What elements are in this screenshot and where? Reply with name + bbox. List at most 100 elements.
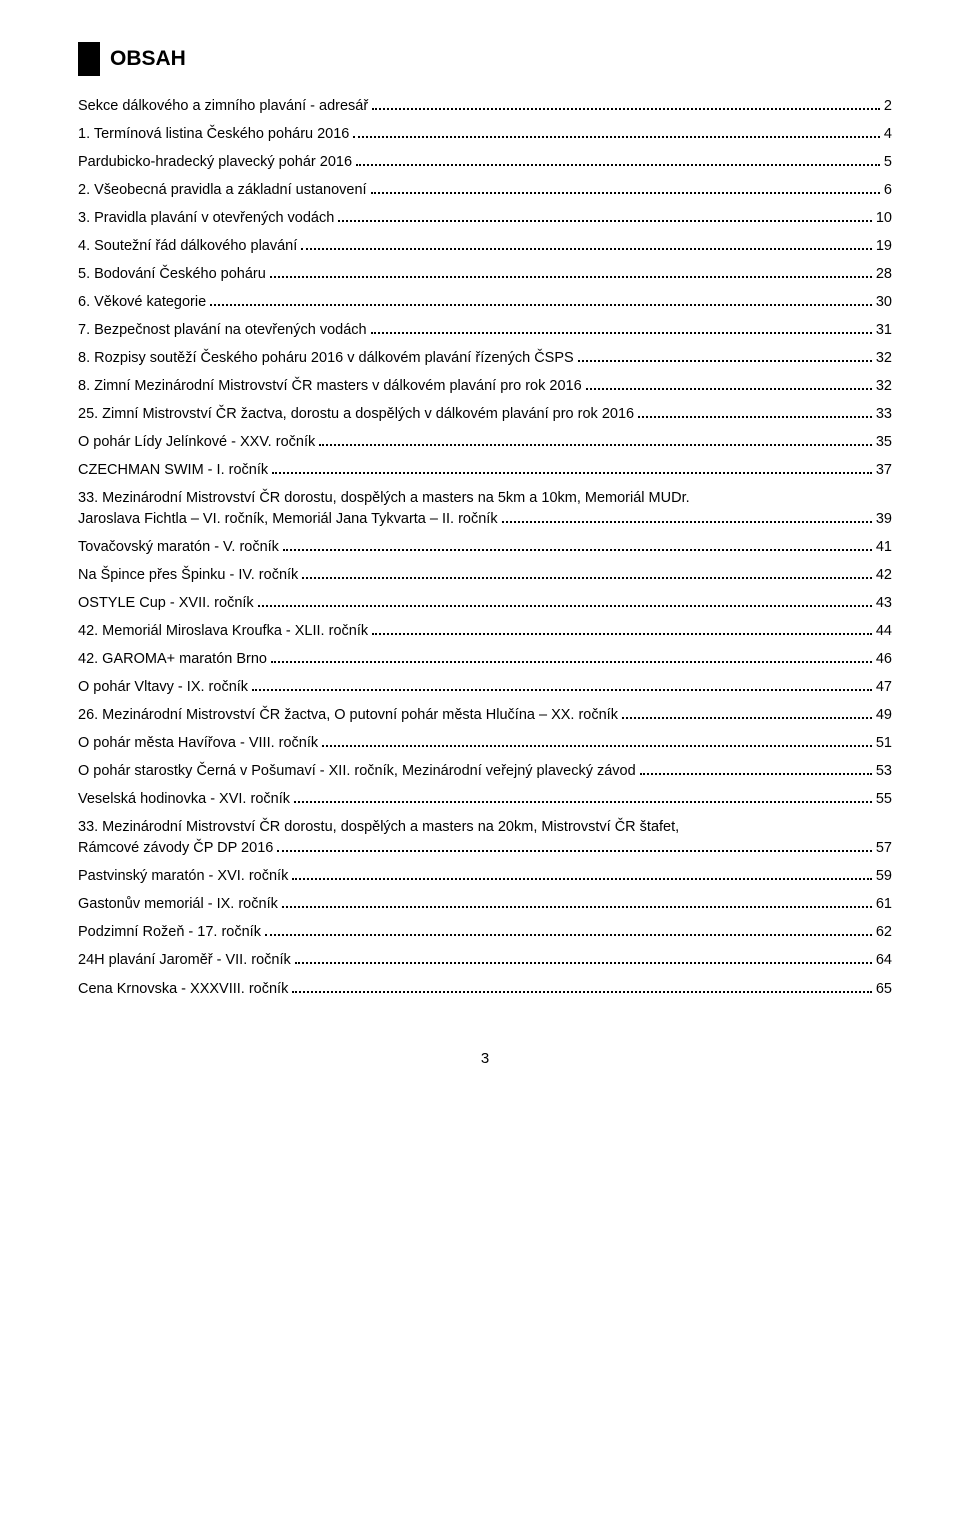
toc-entry-label: Tovačovský maratón - V. ročník — [78, 537, 279, 558]
toc-dots — [210, 304, 872, 306]
toc-entry-label: Podzimní Rožeň - 17. ročník — [78, 922, 261, 943]
toc-dots — [272, 472, 872, 474]
toc-dots — [282, 906, 872, 908]
toc-dots — [301, 248, 872, 250]
toc-entry: 33. Mezinárodní Mistrovství ČR dorostu, … — [78, 817, 892, 859]
toc-dots — [319, 444, 872, 446]
toc-entry-page: 31 — [876, 320, 892, 341]
toc-dots — [371, 192, 880, 194]
toc-dots — [372, 108, 880, 110]
toc-entry-page: 46 — [876, 649, 892, 670]
toc-entry-page: 49 — [876, 705, 892, 726]
toc-dots — [353, 136, 880, 138]
toc-entry-label: Na Špince přes Špinku - IV. ročník — [78, 565, 298, 586]
toc-entry: O pohár Lídy Jelínkové - XXV. ročník35 — [78, 432, 892, 453]
toc-entry-page: 42 — [876, 565, 892, 586]
toc-entry-page: 65 — [876, 979, 892, 1000]
toc-entry-label: 26. Mezinárodní Mistrovství ČR žactva, O… — [78, 705, 618, 726]
toc-dots — [270, 276, 872, 278]
toc-entry: 6. Věkové kategorie30 — [78, 292, 892, 313]
toc-entry: Veselská hodinovka - XVI. ročník55 — [78, 789, 892, 810]
toc-dots — [502, 521, 872, 523]
toc-entry: OSTYLE Cup - XVII. ročník43 — [78, 593, 892, 614]
toc-entry-label: 5. Bodování Českého poháru — [78, 264, 266, 285]
toc-entry: Sekce dálkového a zimního plavání - adre… — [78, 96, 892, 117]
toc-entry-label: Pastvinský maratón - XVI. ročník — [78, 866, 288, 887]
toc-entry-page: 47 — [876, 677, 892, 698]
toc-entry: 42. Memoriál Miroslava Kroufka - XLII. r… — [78, 621, 892, 642]
toc-entry-page: 10 — [876, 208, 892, 229]
toc-dots — [295, 962, 872, 964]
toc-dots — [294, 801, 872, 803]
heading-marker — [78, 42, 100, 76]
toc-entry: 8. Rozpisy soutěží Českého poháru 2016 v… — [78, 348, 892, 369]
toc-entry-page: 61 — [876, 894, 892, 915]
toc-entry: Gastonův memoriál - IX. ročník 61 — [78, 894, 892, 915]
toc-entry-page: 19 — [876, 236, 892, 257]
toc-dots — [302, 577, 872, 579]
toc-dots — [292, 878, 872, 880]
toc-dots — [371, 332, 872, 334]
toc-entry: 1. Termínová listina Českého poháru 2016… — [78, 124, 892, 145]
toc-entry-label: Gastonův memoriál - IX. ročník — [78, 894, 278, 915]
toc-entry-page: 2 — [884, 96, 892, 117]
toc-entry-page: 64 — [876, 950, 892, 971]
toc-entry-line2: Rámcové závody ČP DP 2016 57 — [78, 838, 892, 859]
toc-entry-label: O pohár města Havířova - VIII. ročník — [78, 733, 318, 754]
toc-entry-label: 42. GAROMA+ maratón Brno — [78, 649, 267, 670]
toc-entry-label: O pohár Vltavy - IX. ročník — [78, 677, 248, 698]
toc-entry: 42. GAROMA+ maratón Brno 46 — [78, 649, 892, 670]
toc-entry-label: Rámcové závody ČP DP 2016 — [78, 838, 273, 859]
toc-dots — [322, 745, 872, 747]
toc-entry-page: 28 — [876, 264, 892, 285]
toc-entry: 5. Bodování Českého poháru 28 — [78, 264, 892, 285]
toc-dots — [258, 605, 872, 607]
toc-dots — [271, 661, 872, 663]
page-heading: OBSAH — [110, 47, 186, 71]
toc-entry-label: 24H plavání Jaroměř - VII. ročník — [78, 950, 291, 971]
toc-dots — [578, 360, 872, 362]
toc-dots — [252, 689, 872, 691]
toc-entry-line1: 33. Mezinárodní Mistrovství ČR dorostu, … — [78, 488, 892, 509]
toc-dots — [622, 717, 872, 719]
toc-entry: 24H plavání Jaroměř - VII. ročník 64 — [78, 950, 892, 971]
toc-entry: O pohár starostky Černá v Pošumaví - XII… — [78, 761, 892, 782]
toc-entry-page: 32 — [876, 376, 892, 397]
toc-entry-label: OSTYLE Cup - XVII. ročník — [78, 593, 254, 614]
toc-dots — [265, 934, 872, 936]
toc-entry-label: O pohár starostky Černá v Pošumaví - XII… — [78, 761, 636, 782]
toc-dots — [277, 850, 872, 852]
toc-entry-page: 53 — [876, 761, 892, 782]
toc-entry-page: 41 — [876, 537, 892, 558]
toc-dots — [338, 220, 872, 222]
toc-entry-label: 25. Zimní Mistrovství ČR žactva, dorostu… — [78, 404, 634, 425]
toc-entry-label: 7. Bezpečnost plavání na otevřených vodá… — [78, 320, 367, 341]
toc-entry: Podzimní Rožeň - 17. ročník 62 — [78, 922, 892, 943]
toc-entry-label: Pardubicko-hradecký plavecký pohár 2016 — [78, 152, 352, 173]
toc-entry-page: 35 — [876, 432, 892, 453]
toc-entry-line2: Jaroslava Fichtla – VI. ročník, Memoriál… — [78, 509, 892, 530]
document-page: OBSAH Sekce dálkového a zimního plavání … — [0, 0, 960, 1109]
toc-entry: Na Špince přes Špinku - IV. ročník 42 — [78, 565, 892, 586]
table-of-contents: Sekce dálkového a zimního plavání - adre… — [78, 96, 892, 1000]
toc-dots — [586, 388, 872, 390]
toc-entry-page: 62 — [876, 922, 892, 943]
toc-entry: Pardubicko-hradecký plavecký pohár 2016 … — [78, 152, 892, 173]
toc-entry-line1: 33. Mezinárodní Mistrovství ČR dorostu, … — [78, 817, 892, 838]
toc-entry-page: 44 — [876, 621, 892, 642]
toc-dots — [283, 549, 872, 551]
toc-entry-page: 33 — [876, 404, 892, 425]
toc-entry-page: 5 — [884, 152, 892, 173]
toc-entry-page: 39 — [876, 509, 892, 530]
toc-entry-label: Veselská hodinovka - XVI. ročník — [78, 789, 290, 810]
toc-entry-label: Cena Krnovska - XXXVIII. ročník — [78, 979, 288, 1000]
toc-entry-page: 30 — [876, 292, 892, 313]
toc-entry-label: 1. Termínová listina Českého poháru 2016 — [78, 124, 349, 145]
toc-entry: 26. Mezinárodní Mistrovství ČR žactva, O… — [78, 705, 892, 726]
toc-entry-page: 57 — [876, 838, 892, 859]
toc-entry-label: 42. Memoriál Miroslava Kroufka - XLII. r… — [78, 621, 368, 642]
toc-entry-page: 4 — [884, 124, 892, 145]
toc-entry-label: Sekce dálkového a zimního plavání - adre… — [78, 96, 368, 117]
toc-entry-label: 2. Všeobecná pravidla a základní ustanov… — [78, 180, 367, 201]
toc-entry: 2. Všeobecná pravidla a základní ustanov… — [78, 180, 892, 201]
